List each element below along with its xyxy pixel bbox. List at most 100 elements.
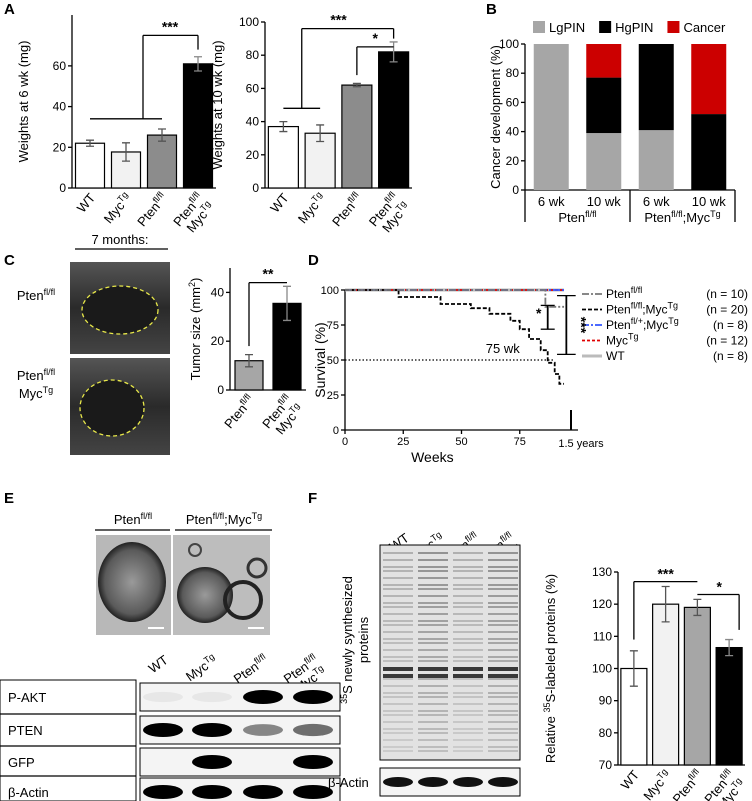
gel-band xyxy=(418,613,448,615)
gel-band xyxy=(383,714,413,716)
gel-band xyxy=(488,620,518,622)
organoid xyxy=(177,567,233,623)
blot-band xyxy=(143,785,183,799)
gel-band xyxy=(383,667,413,671)
blot-band xyxy=(243,724,283,736)
group-label-run: fl/fl xyxy=(213,511,225,521)
gel-band xyxy=(383,566,413,568)
legend-swatch xyxy=(599,21,612,33)
panel-letter: A xyxy=(4,1,15,18)
gel-band xyxy=(383,678,413,680)
significance: ** xyxy=(263,266,274,282)
gel-band xyxy=(488,696,518,698)
gel xyxy=(379,544,521,761)
panel-letter: E xyxy=(4,490,14,507)
y-tick-label: 100 xyxy=(239,15,259,29)
bar xyxy=(267,125,299,189)
group-label: Ptenfl/fl xyxy=(114,511,152,527)
gel-band xyxy=(488,710,518,712)
bar-segment xyxy=(691,44,727,115)
legend-count: (n = 20) xyxy=(706,303,748,317)
lane-label-run: Tg xyxy=(202,651,216,665)
gel-band xyxy=(488,732,518,734)
gel-band xyxy=(488,559,518,561)
y-axis-label: Weights at 10 wk (mg) xyxy=(210,40,225,169)
legend-label: Cancer xyxy=(683,20,726,35)
gel-band xyxy=(418,656,448,658)
gel-band xyxy=(383,631,413,633)
error-bar xyxy=(279,120,288,133)
gel-band xyxy=(383,746,413,748)
significance: *** xyxy=(162,18,179,34)
blot-row-label: P-AKT xyxy=(8,690,46,705)
blot-band xyxy=(383,777,413,787)
blot-band xyxy=(192,785,232,799)
organoid xyxy=(246,557,268,579)
legend-label: MycTg xyxy=(606,332,639,348)
bar-segment xyxy=(586,77,622,134)
y-axis-label-run: Weights at 10 wk (mg) xyxy=(210,40,225,169)
gel-band xyxy=(418,642,448,644)
blot-row-label: β-Actin xyxy=(328,775,369,790)
group-label: Ptenfl/fl;MycTg xyxy=(186,511,262,527)
legend-label-run: fl/fl xyxy=(631,285,643,295)
gel-band xyxy=(383,710,413,712)
gel-band xyxy=(418,595,448,597)
bar-segment xyxy=(638,44,674,131)
gel-band xyxy=(453,638,483,640)
y-axis-label: Weights at 6 wk (mg) xyxy=(16,41,31,163)
blot-band xyxy=(192,723,232,737)
y-tick-label: 60 xyxy=(246,81,260,95)
gel-band xyxy=(453,570,483,572)
gel-band xyxy=(488,566,518,568)
error-bar xyxy=(158,128,166,142)
gel-band xyxy=(488,728,518,730)
y-tick-label: 100 xyxy=(592,662,612,676)
gel-band xyxy=(453,746,483,748)
gel-band xyxy=(453,584,483,586)
y-axis-label-run: Weights at 6 wk (mg) xyxy=(16,41,31,163)
gel-band xyxy=(418,570,448,572)
gel-band xyxy=(488,685,518,687)
row-label-run: fl/fl xyxy=(44,287,56,297)
bar xyxy=(652,603,680,766)
y-tick-label: 20 xyxy=(211,334,225,348)
legend-label-run: ;Myc xyxy=(642,303,667,317)
bar xyxy=(341,84,373,189)
gel-band xyxy=(418,624,448,626)
error-bar xyxy=(245,353,253,368)
group-label-run: fl/fl xyxy=(141,511,153,521)
gel-band xyxy=(418,674,448,678)
gel-band xyxy=(488,703,518,705)
legend-swatch xyxy=(533,21,545,33)
gel-band xyxy=(383,703,413,705)
group-label-run: fl/fl xyxy=(671,209,683,219)
gel-band xyxy=(418,584,448,586)
gel-band xyxy=(383,595,413,597)
bar-segment xyxy=(586,133,622,190)
gel-band xyxy=(453,692,483,694)
group-label-run: Pten xyxy=(558,210,585,225)
gel-label: proteins xyxy=(356,616,371,663)
group-label-run: Pten xyxy=(186,512,213,527)
gel-band xyxy=(488,588,518,590)
gel-band xyxy=(453,606,483,608)
y-tick-label: 130 xyxy=(592,565,612,579)
gel-band xyxy=(488,631,518,633)
y-tick-label: 0 xyxy=(217,383,224,397)
significance: *** xyxy=(573,317,589,334)
blot-band xyxy=(293,785,333,799)
gel-band xyxy=(453,739,483,741)
gel-band xyxy=(383,739,413,741)
x-tick-label: 10 wk xyxy=(692,194,726,209)
gel-band xyxy=(488,638,518,640)
group-label-run: Pten xyxy=(644,210,671,225)
gel-band xyxy=(453,642,483,644)
gel-band xyxy=(453,613,483,615)
tumor-outline xyxy=(81,285,159,335)
row-label-run: Myc xyxy=(19,386,43,401)
gel-band xyxy=(453,595,483,597)
gel-band xyxy=(453,678,483,680)
gel-band xyxy=(488,721,518,723)
